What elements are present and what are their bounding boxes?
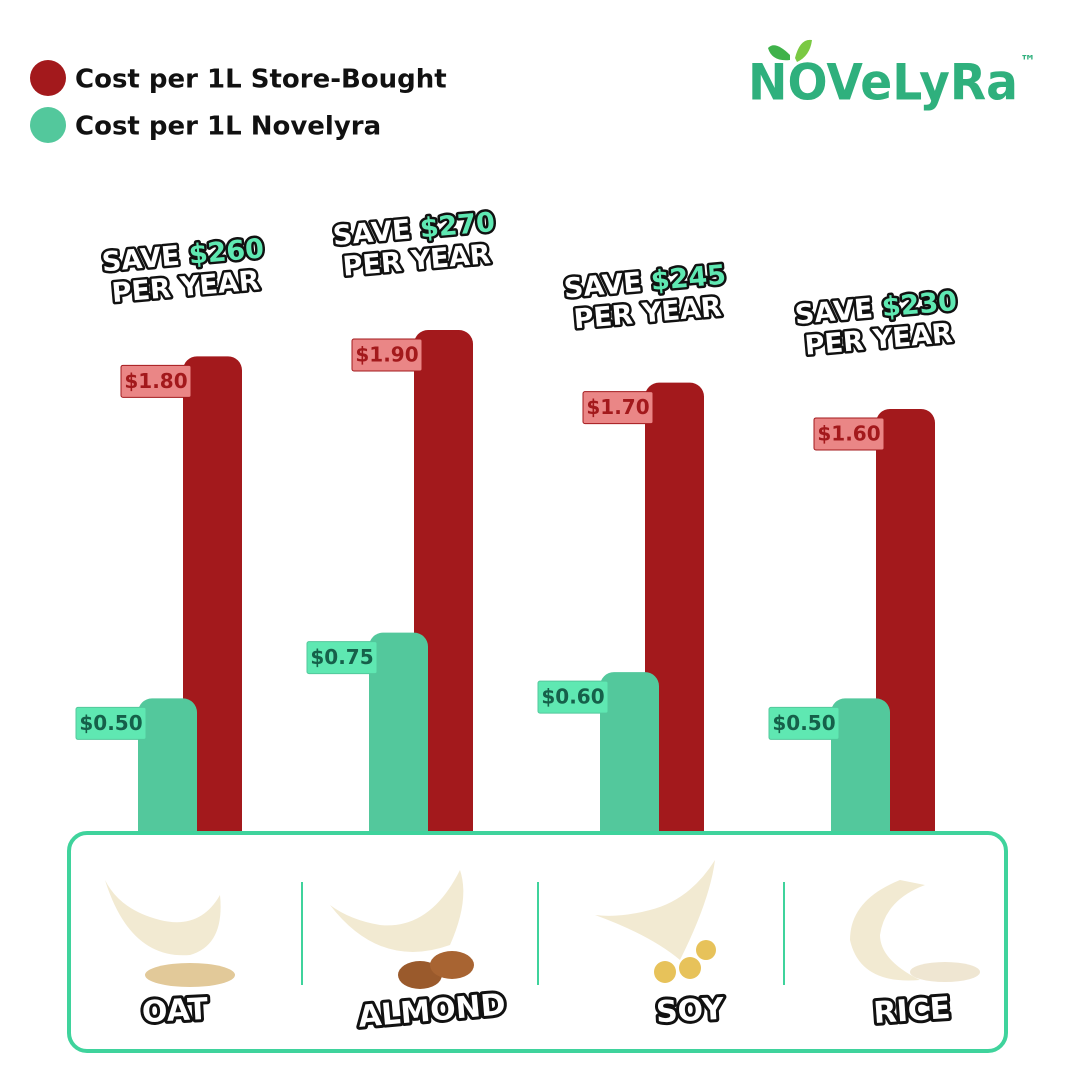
value-label-box — [75, 706, 147, 740]
bar — [138, 698, 197, 850]
legend-label: Cost per 1L Store-Bought — [75, 65, 447, 95]
bar — [414, 330, 473, 850]
category-label: RICE — [872, 991, 951, 1031]
logo-text: NOVeLyRa — [748, 54, 1018, 112]
oat-illustration — [105, 880, 235, 987]
bar — [645, 382, 704, 850]
save-amount: $245 — [650, 259, 728, 296]
value-label: $0.75 — [310, 645, 373, 669]
almond-illustration — [330, 870, 474, 989]
value-label: $0.60 — [541, 685, 604, 709]
bar — [183, 356, 242, 850]
value-label-box — [351, 338, 423, 372]
value-label: $1.90 — [355, 343, 418, 367]
bar — [600, 672, 659, 850]
value-label: $0.50 — [772, 711, 835, 735]
value-label-box — [813, 417, 885, 451]
save-amount: $270 — [419, 206, 497, 243]
legend-swatch — [30, 107, 66, 143]
logo: NOVeLyRa ™ — [748, 39, 1036, 112]
bar — [831, 698, 890, 850]
rice-illustration — [850, 880, 980, 982]
category-label: OAT — [141, 992, 209, 1030]
soy-illustration — [595, 860, 716, 983]
value-label: $1.70 — [586, 395, 649, 419]
save-amount: $230 — [881, 285, 959, 322]
save-amount: $260 — [188, 233, 266, 270]
category-label: SOY — [655, 992, 726, 1031]
bar — [876, 408, 935, 850]
value-label-box — [120, 364, 192, 398]
savings-line: SAVE $230 — [794, 285, 959, 330]
value-label: $0.50 — [79, 711, 142, 735]
value-label: $1.60 — [817, 421, 880, 445]
value-label-box — [582, 391, 654, 425]
category-panel: OAT ALMOND SOY RICE — [67, 831, 1008, 1053]
value-label-box — [768, 706, 840, 740]
value-label-box — [537, 680, 609, 714]
legend-label: Cost per 1L Novelyra — [75, 112, 381, 142]
bar — [369, 632, 428, 850]
value-label-box — [306, 641, 378, 675]
value-label: $1.80 — [124, 369, 187, 393]
logo-mark: ™ — [1020, 52, 1036, 71]
legend-swatch — [30, 60, 66, 96]
